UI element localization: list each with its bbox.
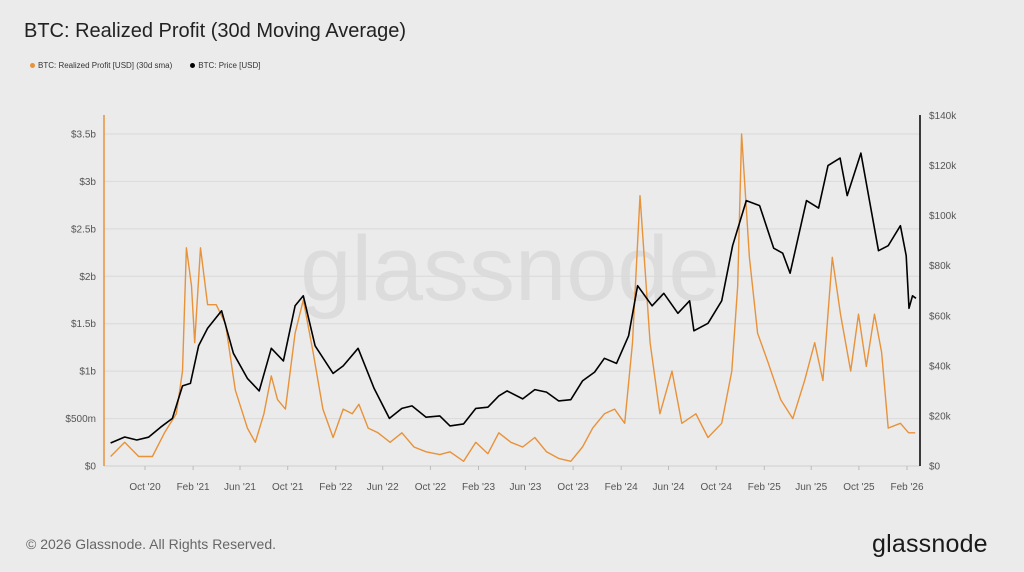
y-left-tick-label: $0: [85, 462, 97, 473]
y-right-tick-label: $80k: [929, 261, 952, 272]
y-right-tick-label: $0: [929, 462, 941, 473]
watermark: glassnode: [300, 218, 719, 320]
y-left-tick-label: $2b: [79, 272, 96, 283]
x-tick-label: Jun '22: [367, 482, 399, 493]
x-tick-label: Feb '25: [748, 482, 781, 493]
x-tick-label: Oct '21: [272, 482, 304, 493]
orange-dot-icon: [30, 63, 35, 69]
y-right-tick-label: $40k: [929, 361, 952, 372]
black-dot-icon: [190, 63, 196, 69]
glassnode-logo: glassnode: [872, 530, 988, 558]
y-left-tick-label: $1b: [79, 367, 96, 378]
y-left-tick-label: $3.5b: [71, 130, 96, 141]
x-tick-label: Feb '26: [890, 482, 923, 493]
y-right-tick-label: $140k: [929, 111, 957, 122]
x-tick-label: Oct '25: [843, 482, 875, 493]
legend-item-realized-profit[interactable]: BTC: Realized Profit [USD] (30d sma): [30, 61, 172, 70]
x-tick-label: Oct '20: [129, 482, 161, 493]
y-right-tick-label: $20k: [929, 411, 952, 422]
y-left-tick-label: $2.5b: [71, 224, 96, 235]
x-tick-label: Jun '25: [795, 482, 827, 493]
x-tick-label: Oct '24: [701, 482, 733, 493]
legend: BTC: Realized Profit [USD] (30d sma) BTC…: [30, 61, 261, 70]
price-line: [110, 152, 917, 444]
x-tick-label: Oct '22: [415, 482, 447, 493]
x-tick-label: Feb '22: [319, 482, 352, 493]
realized-profit-line: [110, 133, 916, 462]
y-right-tick-label: $120k: [929, 161, 957, 172]
y-left-tick-label: $1.5b: [71, 319, 96, 330]
y-right-tick-label: $100k: [929, 211, 957, 222]
y-left-tick-label: $500m: [65, 414, 96, 425]
copyright: © 2026 Glassnode. All Rights Reserved.: [26, 536, 277, 552]
x-tick-label: Feb '24: [605, 482, 638, 493]
x-tick-label: Feb '21: [177, 482, 210, 493]
x-tick-label: Jun '21: [224, 482, 256, 493]
y-right-tick-label: $60k: [929, 311, 952, 322]
chart-title: BTC: Realized Profit (30d Moving Average…: [24, 20, 407, 42]
x-tick-label: Oct '23: [557, 482, 589, 493]
x-tick-label: Jun '24: [653, 482, 685, 493]
x-tick-label: Feb '23: [462, 482, 495, 493]
legend-item-price[interactable]: BTC: Price [USD]: [190, 61, 261, 70]
x-tick-label: Jun '23: [509, 482, 541, 493]
y-left-tick-label: $3b: [79, 177, 96, 188]
